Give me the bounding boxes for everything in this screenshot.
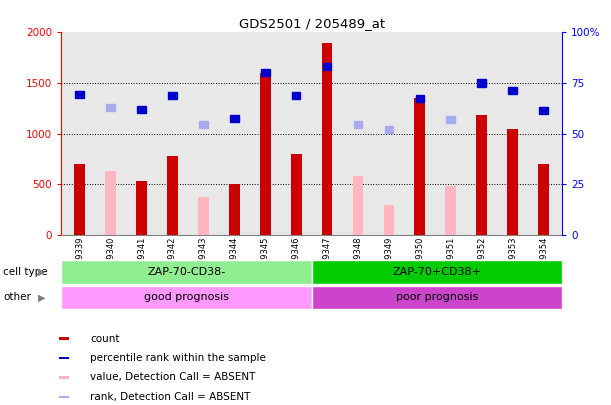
- Bar: [384, 126, 393, 133]
- Text: ▶: ▶: [38, 267, 45, 277]
- Text: ZAP-70+CD38+: ZAP-70+CD38+: [392, 267, 481, 277]
- Bar: [354, 121, 362, 128]
- Bar: [167, 156, 178, 235]
- Bar: [75, 91, 84, 98]
- Bar: [538, 164, 549, 235]
- Bar: [61, 286, 312, 309]
- Text: percentile rank within the sample: percentile rank within the sample: [90, 353, 266, 363]
- Text: other: other: [3, 292, 31, 302]
- Bar: [323, 63, 331, 70]
- Bar: [75, 164, 85, 235]
- Bar: [199, 121, 208, 128]
- Bar: [445, 186, 456, 235]
- Bar: [321, 43, 332, 235]
- Bar: [477, 79, 486, 87]
- Bar: [230, 115, 239, 122]
- Bar: [61, 260, 312, 283]
- Bar: [540, 107, 548, 114]
- Bar: [508, 87, 517, 94]
- Bar: [106, 104, 115, 111]
- Bar: [59, 396, 68, 398]
- Bar: [507, 129, 518, 235]
- Bar: [261, 69, 269, 77]
- Bar: [59, 376, 68, 379]
- Bar: [59, 337, 68, 340]
- Bar: [229, 184, 240, 235]
- Bar: [260, 73, 271, 235]
- Text: rank, Detection Call = ABSENT: rank, Detection Call = ABSENT: [90, 392, 251, 402]
- Bar: [312, 286, 562, 309]
- Bar: [168, 92, 177, 99]
- Text: ZAP-70-CD38-: ZAP-70-CD38-: [147, 267, 225, 277]
- Bar: [414, 98, 425, 235]
- Bar: [137, 106, 146, 113]
- Bar: [312, 260, 562, 283]
- Title: GDS2501 / 205489_at: GDS2501 / 205489_at: [238, 17, 385, 30]
- Text: value, Detection Call = ABSENT: value, Detection Call = ABSENT: [90, 373, 256, 382]
- Bar: [292, 92, 301, 99]
- Bar: [59, 357, 68, 359]
- Text: ▶: ▶: [38, 292, 45, 302]
- Bar: [384, 205, 394, 235]
- Text: good prognosis: good prognosis: [144, 292, 229, 302]
- Bar: [291, 154, 302, 235]
- Bar: [198, 198, 209, 235]
- Bar: [105, 171, 116, 235]
- Text: cell type: cell type: [3, 267, 48, 277]
- Bar: [353, 176, 364, 235]
- Bar: [136, 181, 147, 235]
- Bar: [447, 116, 455, 123]
- Text: count: count: [90, 334, 120, 343]
- Bar: [477, 115, 487, 235]
- Text: poor prognosis: poor prognosis: [396, 292, 478, 302]
- Bar: [415, 95, 424, 102]
